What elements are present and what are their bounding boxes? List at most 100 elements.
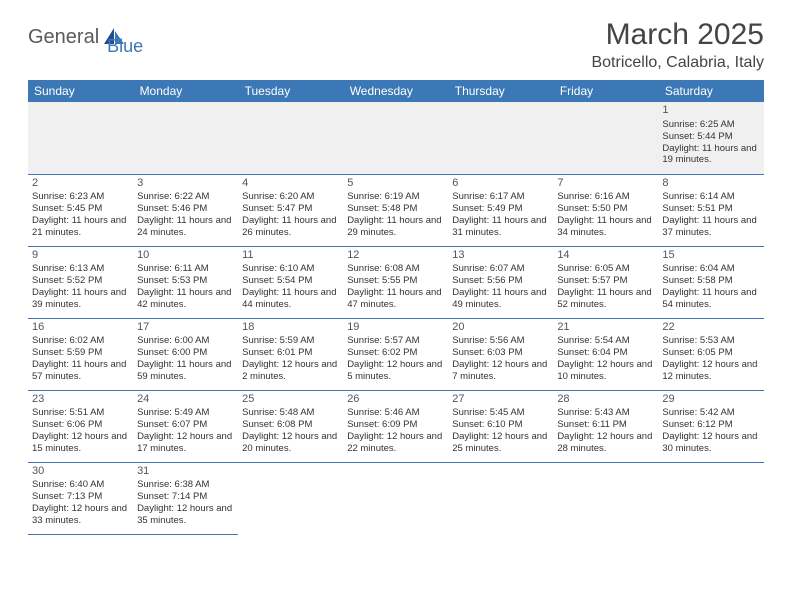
- sunrise-text: Sunrise: 5:43 AM: [557, 407, 654, 419]
- sunrise-text: Sunrise: 6:04 AM: [662, 263, 759, 275]
- day-header: Saturday: [658, 80, 763, 102]
- sunrise-text: Sunrise: 5:42 AM: [662, 407, 759, 419]
- day-number: 5: [347, 177, 444, 191]
- day-number: 30: [32, 465, 129, 479]
- daylight-text: Daylight: 11 hours and 57 minutes.: [32, 359, 129, 383]
- sunset-text: Sunset: 6:05 PM: [662, 347, 759, 359]
- calendar-day-cell: 20Sunrise: 5:56 AMSunset: 6:03 PMDayligh…: [448, 318, 553, 390]
- calendar-empty-cell: [553, 102, 658, 174]
- day-number: 27: [452, 393, 549, 407]
- day-number: 20: [452, 321, 549, 335]
- sunrise-text: Sunrise: 6:20 AM: [242, 191, 339, 203]
- calendar-day-cell: 18Sunrise: 5:59 AMSunset: 6:01 PMDayligh…: [238, 318, 343, 390]
- sunrise-text: Sunrise: 6:14 AM: [662, 191, 759, 203]
- sunrise-text: Sunrise: 6:17 AM: [452, 191, 549, 203]
- calendar-empty-cell: [343, 462, 448, 534]
- calendar-empty-cell: [238, 462, 343, 534]
- sunset-text: Sunset: 7:14 PM: [137, 491, 234, 503]
- calendar-day-cell: 25Sunrise: 5:48 AMSunset: 6:08 PMDayligh…: [238, 390, 343, 462]
- day-header: Wednesday: [343, 80, 448, 102]
- calendar-day-cell: 9Sunrise: 6:13 AMSunset: 5:52 PMDaylight…: [28, 246, 133, 318]
- sunrise-text: Sunrise: 6:16 AM: [557, 191, 654, 203]
- sunset-text: Sunset: 6:12 PM: [662, 419, 759, 431]
- calendar-empty-cell: [448, 102, 553, 174]
- sunset-text: Sunset: 6:10 PM: [452, 419, 549, 431]
- daylight-text: Daylight: 11 hours and 42 minutes.: [137, 287, 234, 311]
- day-number: 24: [137, 393, 234, 407]
- calendar-day-cell: 17Sunrise: 6:00 AMSunset: 6:00 PMDayligh…: [133, 318, 238, 390]
- calendar-day-cell: 27Sunrise: 5:45 AMSunset: 6:10 PMDayligh…: [448, 390, 553, 462]
- sunrise-text: Sunrise: 6:19 AM: [347, 191, 444, 203]
- sunrise-text: Sunrise: 6:08 AM: [347, 263, 444, 275]
- daylight-text: Daylight: 12 hours and 33 minutes.: [32, 503, 129, 527]
- title-block: March 2025 Botricello, Calabria, Italy: [591, 18, 764, 72]
- day-number: 7: [557, 177, 654, 191]
- sunset-text: Sunset: 6:07 PM: [137, 419, 234, 431]
- daylight-text: Daylight: 11 hours and 34 minutes.: [557, 215, 654, 239]
- sunrise-text: Sunrise: 5:53 AM: [662, 335, 759, 347]
- sunrise-text: Sunrise: 6:05 AM: [557, 263, 654, 275]
- calendar-empty-cell: [133, 102, 238, 174]
- sunset-text: Sunset: 5:51 PM: [662, 203, 759, 215]
- calendar-week-row: 1Sunrise: 6:25 AMSunset: 5:44 PMDaylight…: [28, 102, 764, 174]
- sunrise-text: Sunrise: 5:56 AM: [452, 335, 549, 347]
- calendar-day-cell: 4Sunrise: 6:20 AMSunset: 5:47 PMDaylight…: [238, 174, 343, 246]
- sunrise-text: Sunrise: 5:51 AM: [32, 407, 129, 419]
- calendar-day-cell: 29Sunrise: 5:42 AMSunset: 6:12 PMDayligh…: [658, 390, 763, 462]
- sunrise-text: Sunrise: 6:10 AM: [242, 263, 339, 275]
- sunset-text: Sunset: 5:53 PM: [137, 275, 234, 287]
- calendar-table: Sunday Monday Tuesday Wednesday Thursday…: [28, 80, 764, 535]
- calendar-day-cell: 19Sunrise: 5:57 AMSunset: 6:02 PMDayligh…: [343, 318, 448, 390]
- calendar-day-cell: 28Sunrise: 5:43 AMSunset: 6:11 PMDayligh…: [553, 390, 658, 462]
- daylight-text: Daylight: 11 hours and 31 minutes.: [452, 215, 549, 239]
- daylight-text: Daylight: 11 hours and 59 minutes.: [137, 359, 234, 383]
- calendar-day-cell: 10Sunrise: 6:11 AMSunset: 5:53 PMDayligh…: [133, 246, 238, 318]
- calendar-empty-cell: [553, 462, 658, 534]
- sunrise-text: Sunrise: 5:57 AM: [347, 335, 444, 347]
- day-number: 9: [32, 249, 129, 263]
- calendar-empty-cell: [448, 462, 553, 534]
- header: General Blue March 2025 Botricello, Cala…: [0, 0, 792, 80]
- logo: General Blue: [28, 18, 143, 57]
- calendar-week-row: 30Sunrise: 6:40 AMSunset: 7:13 PMDayligh…: [28, 462, 764, 534]
- sunrise-text: Sunrise: 6:23 AM: [32, 191, 129, 203]
- day-number: 19: [347, 321, 444, 335]
- calendar-day-cell: 16Sunrise: 6:02 AMSunset: 5:59 PMDayligh…: [28, 318, 133, 390]
- daylight-text: Daylight: 12 hours and 30 minutes.: [662, 431, 759, 455]
- sunset-text: Sunset: 5:59 PM: [32, 347, 129, 359]
- sunrise-text: Sunrise: 5:59 AM: [242, 335, 339, 347]
- sunrise-text: Sunrise: 6:11 AM: [137, 263, 234, 275]
- calendar-day-cell: 5Sunrise: 6:19 AMSunset: 5:48 PMDaylight…: [343, 174, 448, 246]
- sunrise-text: Sunrise: 6:22 AM: [137, 191, 234, 203]
- sunset-text: Sunset: 5:48 PM: [347, 203, 444, 215]
- calendar-empty-cell: [238, 102, 343, 174]
- sunrise-text: Sunrise: 6:38 AM: [137, 479, 234, 491]
- calendar-day-cell: 30Sunrise: 6:40 AMSunset: 7:13 PMDayligh…: [28, 462, 133, 534]
- daylight-text: Daylight: 11 hours and 24 minutes.: [137, 215, 234, 239]
- sunrise-text: Sunrise: 5:48 AM: [242, 407, 339, 419]
- day-header: Thursday: [448, 80, 553, 102]
- sunset-text: Sunset: 6:04 PM: [557, 347, 654, 359]
- sunset-text: Sunset: 5:52 PM: [32, 275, 129, 287]
- sunset-text: Sunset: 6:02 PM: [347, 347, 444, 359]
- day-number: 10: [137, 249, 234, 263]
- sunset-text: Sunset: 5:56 PM: [452, 275, 549, 287]
- calendar-day-cell: 24Sunrise: 5:49 AMSunset: 6:07 PMDayligh…: [133, 390, 238, 462]
- sunrise-text: Sunrise: 6:07 AM: [452, 263, 549, 275]
- day-number: 18: [242, 321, 339, 335]
- calendar-day-cell: 22Sunrise: 5:53 AMSunset: 6:05 PMDayligh…: [658, 318, 763, 390]
- daylight-text: Daylight: 11 hours and 52 minutes.: [557, 287, 654, 311]
- sunset-text: Sunset: 5:54 PM: [242, 275, 339, 287]
- calendar-week-row: 2Sunrise: 6:23 AMSunset: 5:45 PMDaylight…: [28, 174, 764, 246]
- day-number: 31: [137, 465, 234, 479]
- calendar-day-cell: 7Sunrise: 6:16 AMSunset: 5:50 PMDaylight…: [553, 174, 658, 246]
- calendar-day-cell: 11Sunrise: 6:10 AMSunset: 5:54 PMDayligh…: [238, 246, 343, 318]
- daylight-text: Daylight: 12 hours and 2 minutes.: [242, 359, 339, 383]
- day-number: 14: [557, 249, 654, 263]
- sunset-text: Sunset: 6:03 PM: [452, 347, 549, 359]
- sunset-text: Sunset: 6:00 PM: [137, 347, 234, 359]
- daylight-text: Daylight: 11 hours and 49 minutes.: [452, 287, 549, 311]
- sunset-text: Sunset: 6:09 PM: [347, 419, 444, 431]
- day-number: 11: [242, 249, 339, 263]
- day-number: 28: [557, 393, 654, 407]
